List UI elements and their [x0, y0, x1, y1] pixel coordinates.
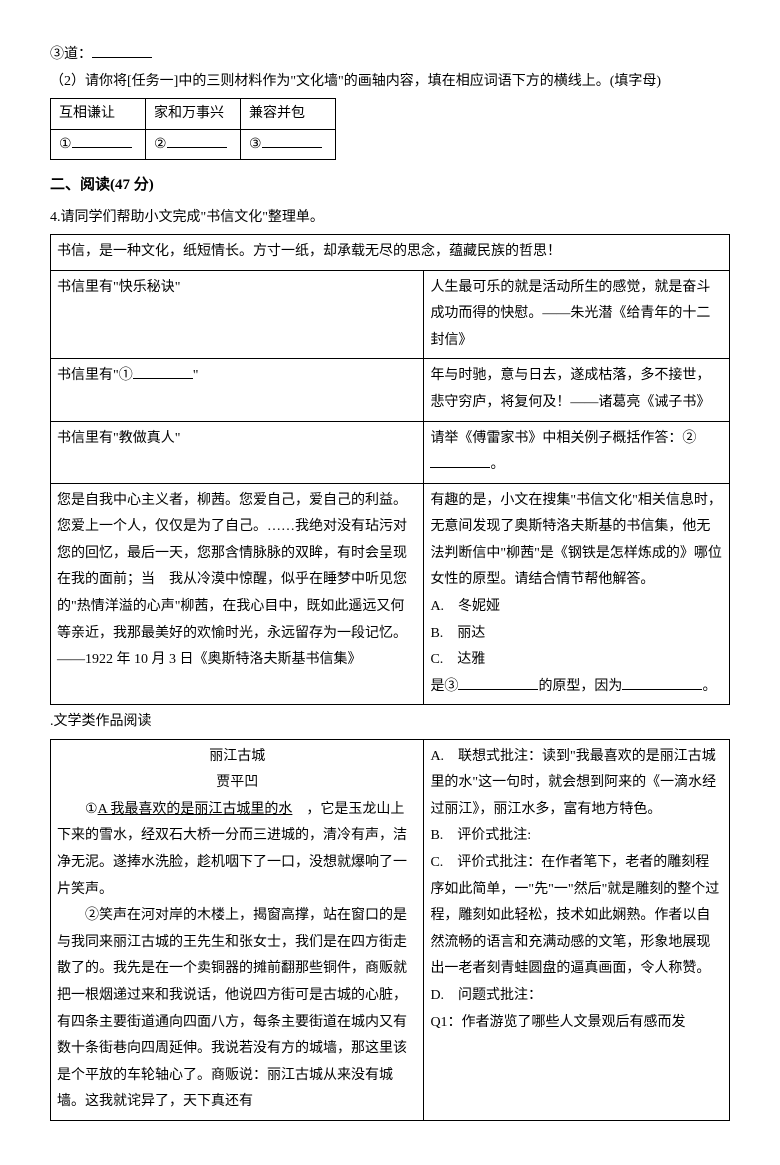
note-a: A. 联想式批注：读到"我最喜欢的是丽江古城里的水"这一句时，就会想到阿来的《一…	[430, 744, 723, 824]
r5-left-text: 您是自我中心主义者，柳茜。您爱自己，爱自己的利益。您爱上一个人，仅仅是为了自己。…	[57, 488, 417, 648]
r2-left: 书信里有"快乐秘诀"	[51, 270, 424, 359]
row1-cell: 书信，是一种文化，纸短情长。方寸一纸，却承载无尽的思念，蕴藏民族的哲思！	[51, 234, 730, 270]
note-d: D. 问题式批注：	[430, 983, 723, 1010]
blank-r5b[interactable]	[622, 676, 702, 690]
task2-intro: （2）请你将[任务一]中的三则材料作为"文化墙"的画轴内容，填在相应词语下方的横…	[50, 69, 730, 94]
r5-left-sig: ——1922 年 10 月 3 日《奥斯特洛夫斯基书信集》	[57, 647, 417, 674]
para1: ①A 我最喜欢的是丽江古城里的水 ，它是玉龙山上下来的雪水，经双石大桥一分而三进…	[57, 797, 417, 903]
r5-left: 您是自我中心主义者，柳茜。您爱自己，爱自己的利益。您爱上一个人，仅仅是为了自己。…	[51, 483, 424, 705]
article-author: 贾平凹	[57, 770, 417, 797]
blank-r4[interactable]	[430, 454, 490, 468]
table-row: 书信里有"快乐秘诀" 人生最可乐的就是活动所生的感觉，就是奋斗成功而得的快慰。—…	[51, 270, 730, 359]
r3-left: 书信里有"①"	[51, 359, 424, 421]
r2-right: 人生最可乐的就是活动所生的感觉，就是奋斗成功而得的快慰。——朱光潜《给青年的十二…	[424, 270, 730, 359]
table-row: 书信，是一种文化，纸短情长。方寸一纸，却承载无尽的思念，蕴藏民族的哲思！	[51, 234, 730, 270]
cell-c2: ②	[146, 129, 241, 159]
table-row: 互相谦让 家和万事兴 兼容并包	[51, 99, 336, 129]
cell-h1: 互相谦让	[51, 99, 146, 129]
cell-h3: 兼容并包	[241, 99, 336, 129]
cell-c3: ③	[241, 129, 336, 159]
item3-label: ③道：	[50, 47, 92, 62]
r5-right: 有趣的是，小文在搜集"书信文化"相关信息时，无意间发现了奥斯特洛夫斯基的书信集，…	[424, 483, 730, 705]
notes-cell: A. 联想式批注：读到"我最喜欢的是丽江古城里的水"这一句时，就会想到阿来的《一…	[424, 739, 730, 1120]
table-row: 书信里有"①" 年与时驰，意与日去，遂成枯落，多不接世，悲守穷庐，将复何及！——…	[51, 359, 730, 421]
option-b: B. 丽达	[430, 621, 723, 648]
blank-item3[interactable]	[92, 44, 152, 58]
r3-right: 年与时驰，意与日去，遂成枯落，多不接世，悲守穷庐，将复何及！——诸葛亮《诫子书》	[424, 359, 730, 421]
article-title: 丽江古城	[57, 744, 417, 771]
note-b: B. 评价式批注:	[430, 823, 723, 850]
blank-c2[interactable]	[167, 134, 227, 148]
table-row: ① ② ③	[51, 129, 336, 159]
r5-right-answer: 是③的原型，因为。	[430, 674, 723, 701]
cell-c1: ①	[51, 129, 146, 159]
blank-c1[interactable]	[72, 134, 132, 148]
small-table: 互相谦让 家和万事兴 兼容并包 ① ② ③	[50, 98, 336, 159]
table-row: 您是自我中心主义者，柳茜。您爱自己，爱自己的利益。您爱上一个人，仅仅是为了自己。…	[51, 483, 730, 705]
lit-title: .文学类作品阅读	[50, 709, 730, 734]
table-row: 丽江古城 贾平凹 ①A 我最喜欢的是丽江古城里的水 ，它是玉龙山上下来的雪水，经…	[51, 739, 730, 1120]
r4-right: 请举《傅雷家书》中相关例子概括作答：②。	[424, 421, 730, 483]
cell-h2: 家和万事兴	[146, 99, 241, 129]
option-a: A. 冬妮娅	[430, 594, 723, 621]
letter-table: 书信，是一种文化，纸短情长。方寸一纸，却承载无尽的思念，蕴藏民族的哲思！ 书信里…	[50, 234, 730, 706]
reading-table: 丽江古城 贾平凹 ①A 我最喜欢的是丽江古城里的水 ，它是玉龙山上下来的雪水，经…	[50, 739, 730, 1121]
para2-text: ②笑声在河对岸的木楼上，揭窗高撑，站在窗口的是与我同来丽江古城的王先生和张女士，…	[57, 908, 407, 1109]
section2-title: 二、阅读(47 分)	[50, 172, 730, 199]
option-c: C. 达雅	[430, 647, 723, 674]
r5-right-intro: 有趣的是，小文在搜集"书信文化"相关信息时，无意间发现了奥斯特洛夫斯基的书信集，…	[430, 488, 723, 594]
blank-c3[interactable]	[262, 134, 322, 148]
note-q1: Q1：作者游览了哪些人文景观后有感而发	[430, 1010, 723, 1037]
para1-text: ①A 我最喜欢的是丽江古城里的水 ，它是玉龙山上下来的雪水，经双石大桥一分而三进…	[57, 802, 407, 897]
article-cell: 丽江古城 贾平凹 ①A 我最喜欢的是丽江古城里的水 ，它是玉龙山上下来的雪水，经…	[51, 739, 424, 1120]
q4-intro: 4.请同学们帮助小文完成"书信文化"整理单。	[50, 205, 730, 230]
blank-r5a[interactable]	[458, 676, 538, 690]
blank-r3[interactable]	[133, 365, 193, 379]
table-row: 书信里有"教做真人" 请举《傅雷家书》中相关例子概括作答：②。	[51, 421, 730, 483]
note-c: C. 评价式批注：在作者笔下，老者的雕刻程序如此简单，一"先"一"然后"就是雕刻…	[430, 850, 723, 983]
r4-left: 书信里有"教做真人"	[51, 421, 424, 483]
item3-line: ③道：	[50, 42, 730, 67]
para2: ②笑声在河对岸的木楼上，揭窗高撑，站在窗口的是与我同来丽江古城的王先生和张女士，…	[57, 903, 417, 1116]
